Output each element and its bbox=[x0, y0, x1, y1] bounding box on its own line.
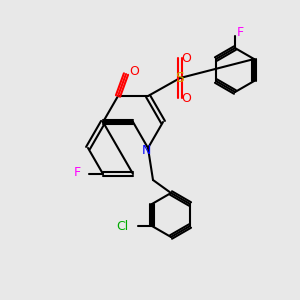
Text: N: N bbox=[141, 145, 151, 158]
Text: F: F bbox=[236, 26, 244, 38]
Text: S: S bbox=[176, 71, 184, 85]
Text: O: O bbox=[129, 64, 139, 77]
Text: O: O bbox=[181, 52, 191, 64]
Text: F: F bbox=[74, 167, 81, 179]
Text: O: O bbox=[181, 92, 191, 104]
Text: Cl: Cl bbox=[116, 220, 128, 232]
